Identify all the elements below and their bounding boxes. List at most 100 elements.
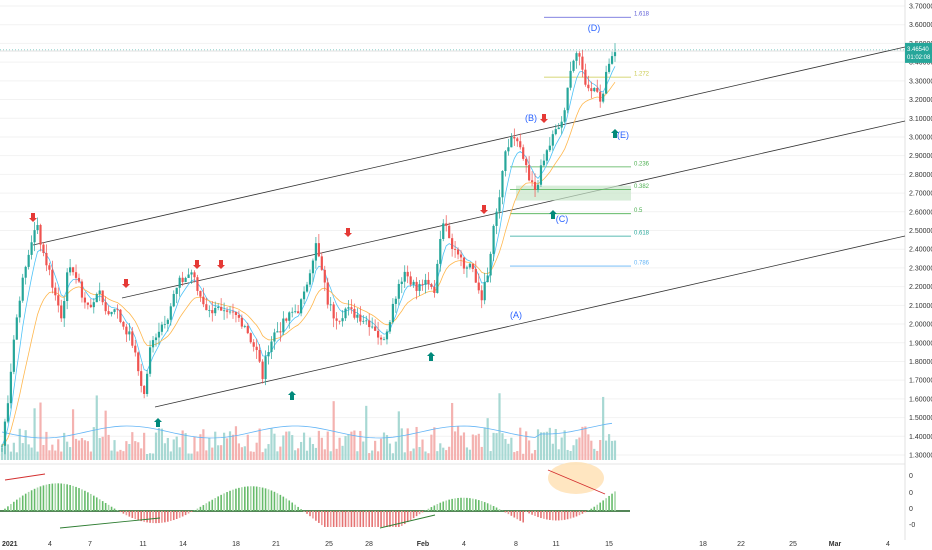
channel-lower-line: [154, 235, 906, 408]
volume-bar: [314, 447, 318, 460]
oscillator-highlight: [548, 462, 604, 494]
candle-body: [187, 274, 190, 278]
oscillator-bar: [217, 496, 219, 511]
price-tick-label: 2.60000: [909, 209, 932, 216]
volume-bar: [596, 450, 599, 460]
oscillator-bar: [149, 511, 151, 523]
volume-bar: [18, 428, 21, 460]
volume-bar: [89, 451, 92, 460]
volume-bar: [21, 443, 24, 460]
oscillator-bar: [540, 511, 542, 519]
oscillator-bar: [128, 511, 131, 517]
time-axis[interactable]: 2021 4 7 11 14 18 21 25 28 Feb 4 8 11 15 18 22 25 Mar 4: [2, 541, 890, 548]
signal-arrows: [29, 114, 619, 427]
wave-label: (A): [510, 310, 522, 320]
candle-body: [273, 332, 276, 342]
volume-bar: [394, 441, 397, 460]
volume-bar: [69, 447, 72, 460]
candle-body: [305, 284, 309, 292]
candle-body: [483, 282, 486, 301]
price-tick-label: 3.70000: [909, 4, 932, 11]
oscillator-bar: [10, 504, 12, 511]
candle-body: [9, 371, 12, 404]
candle-body: [199, 290, 202, 297]
volume-bar: [172, 439, 175, 460]
candle-body: [134, 345, 137, 353]
volume-bar: [187, 453, 190, 460]
candle-body: [178, 277, 181, 288]
volume-bar: [80, 438, 84, 460]
oscillator-bar: [261, 487, 264, 511]
price-tick-label: 2.20000: [909, 284, 932, 291]
oscillator-bar: [54, 483, 57, 511]
oscillator-bar: [560, 511, 563, 521]
candle-body: [27, 254, 30, 267]
oscillator-bar: [386, 511, 388, 527]
candle-body: [252, 342, 255, 347]
candle-body: [439, 238, 442, 264]
candle-body: [18, 300, 21, 318]
volume-bar: [599, 440, 602, 460]
oscillator-bar: [122, 511, 125, 514]
oscillator-bar: [205, 503, 208, 511]
oscillator-bar: [513, 511, 516, 518]
oscillator-bar: [181, 511, 184, 517]
volume-bar: [445, 450, 448, 460]
candle-body: [317, 243, 320, 257]
oscillator-bar: [486, 503, 489, 511]
candle-body: [563, 110, 566, 122]
fib-levels: 1.618 1.272 0.236 0.382 0.5 0.618 0.786: [510, 12, 650, 267]
candle-body: [501, 171, 504, 198]
candle-body: [599, 91, 602, 102]
oscillator-bar: [457, 497, 459, 511]
oscillator-bar: [572, 511, 575, 518]
volume-bar: [270, 428, 273, 460]
time-tick-label: 22: [737, 541, 745, 548]
oscillator-bar: [241, 487, 243, 511]
volume-bar: [439, 443, 442, 460]
volume-bar: [36, 451, 39, 460]
oscillator-bar: [110, 506, 113, 511]
oscillator-bar: [255, 486, 258, 511]
buy-arrow: [427, 352, 435, 361]
volume-bar: [507, 443, 510, 460]
volume-bar: [459, 435, 463, 460]
volume-bar: [421, 439, 424, 460]
volume-bar: [276, 451, 279, 460]
candle-body: [267, 352, 270, 357]
oscillator-bar: [244, 486, 246, 511]
volume-bar: [436, 451, 439, 460]
candle-body: [492, 225, 495, 254]
volume-bar: [498, 393, 501, 460]
oscillator-bar: [415, 511, 418, 517]
oscillator-bar: [93, 495, 95, 511]
oscillator-bar: [507, 511, 510, 515]
candle-body: [575, 53, 578, 61]
candle-body: [110, 311, 113, 315]
candle-body: [246, 326, 249, 334]
oscillator-bar: [608, 495, 610, 511]
oscillator-bar: [436, 504, 439, 511]
oscillator-bar: [359, 511, 362, 527]
candle-body: [353, 308, 356, 318]
volume-bar: [104, 410, 107, 460]
oscillator-bar: [392, 511, 394, 527]
oscillator-bar: [454, 498, 456, 511]
candle-body: [140, 371, 143, 386]
volume-bar: [442, 447, 445, 460]
candle-body: [412, 281, 415, 285]
candles: [0, 43, 617, 455]
candle-body: [566, 87, 569, 111]
oscillator-bar: [602, 500, 604, 511]
volume-bar: [504, 438, 507, 460]
volume-bar: [264, 448, 267, 460]
volume-bar: [6, 444, 10, 460]
oscillator-bar: [264, 488, 267, 511]
oscillator-bar: [4, 508, 6, 511]
fib-label: 0.786: [634, 261, 650, 267]
candle-body: [288, 312, 291, 321]
candle-body: [498, 197, 501, 212]
candle-body: [122, 321, 125, 327]
price-tick-label: 3.20000: [909, 97, 932, 104]
